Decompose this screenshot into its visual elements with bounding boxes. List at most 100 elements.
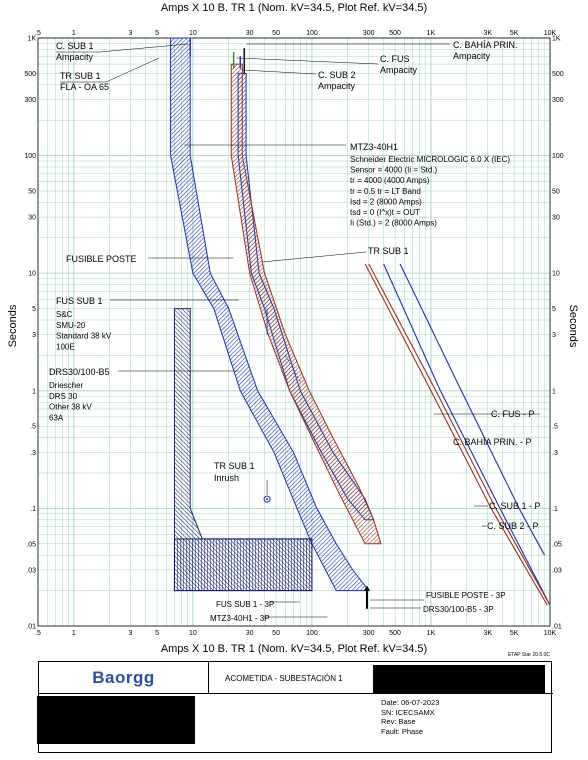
x-tick-top: 3	[129, 30, 133, 37]
y-tick-right: 1	[552, 388, 556, 395]
y-tick-right: 5	[552, 306, 556, 313]
redaction-top	[373, 665, 545, 693]
drawing-title: ACOMETIDA - SUBESTACIÓN 1	[225, 674, 343, 683]
drs-3p-label: DRS30/100-B5 - 3P	[423, 605, 494, 614]
y-tick-left: 10	[28, 271, 36, 278]
x-tick-bottom: 500	[389, 630, 401, 637]
y-tick-left: .3	[30, 450, 36, 457]
mtz3-3p-label: MTZ3-40H1 - 3P	[210, 614, 270, 623]
tcc-chart: .5 .5 1 1 3 3 5 5 10 10 30 30 50 50 100 100 300 300 500 500…	[24, 30, 564, 637]
bottom-axis-title: Amps X 10 B. TR 1 (Nom. kV=34.5, Plot Re…	[160, 643, 428, 655]
y-tick-left: 3	[32, 332, 36, 339]
fus-sub1-details-line-1: SMU-20	[56, 321, 86, 330]
tr-sub1-dash	[285, 355, 301, 382]
y-tick-left: .05	[26, 541, 36, 548]
x-tick-top: .5	[35, 30, 41, 37]
drs30-block	[173, 538, 313, 592]
y-tick-right: .05	[552, 541, 562, 548]
y-tick-left: .1	[30, 506, 36, 513]
drawing-title-cell: ACOMETIDA - SUBESTACIÓN 1	[209, 662, 553, 694]
mtz3-settings-line-3: tr = 0.5 tr = LT Band	[350, 187, 421, 196]
tr-sub1-leader	[261, 251, 367, 263]
fus-sub1-3p-label: FUS SUB 1 - 3P	[216, 600, 274, 609]
mtz3-settings-line-2: tr = 4000 (4000 Amps)	[350, 176, 430, 185]
tr-sub1-fla-leader	[105, 57, 160, 83]
y-tick-left: 1	[32, 388, 36, 395]
x-tick-bottom: 5	[155, 630, 159, 637]
c-bahia-p-line	[364, 263, 548, 606]
y-tick-right: .5	[552, 424, 558, 431]
c-fus-leader	[236, 57, 379, 65]
y-tick-right: .3	[552, 450, 558, 457]
x-tick-bottom: .5	[35, 630, 41, 637]
c-sub2-p-line	[383, 263, 551, 606]
x-tick-top: 1K	[427, 30, 436, 37]
y-tick-right: .01	[552, 624, 562, 631]
y-tick-right: 50	[552, 189, 560, 196]
mtz3-settings-line-6: Ii (Std.) = 2 (8000 Amps)	[350, 219, 437, 228]
meta-info: Date: 06-07-2023 SN: ICECSAMX Rev: Base …	[381, 698, 439, 736]
x-tick-bottom: 5K	[510, 630, 519, 637]
y-tick-right: 10	[552, 271, 560, 278]
drs30-details-line-3: 63A	[49, 413, 64, 422]
x-tick-top: 10K	[544, 30, 557, 37]
y-tick-left: .5	[30, 424, 36, 431]
c-fus-band	[230, 63, 382, 545]
fusible-poste-3p-label: FUSIBLE POSTE - 3P	[426, 591, 506, 600]
drs30-details-line-1: DRS 30	[49, 392, 78, 401]
y-tick-right: 3	[552, 332, 556, 339]
x-tick-bottom: 1K	[427, 630, 436, 637]
top-axis-title: Amps X 10 B. TR 1 (Nom. kV=34.5, Plot Re…	[160, 2, 428, 14]
drs30-details-line-0: Driescher	[49, 381, 84, 390]
x-tick-top: 1	[72, 30, 76, 37]
arrow-head	[363, 585, 370, 591]
x-tick-top: 3K	[483, 30, 492, 37]
mtz3-settings-line-0: Schneider Electric MICROLOGIC 6.0 X (IEC…	[350, 155, 510, 164]
c-fus-label-line-1: Ampacity	[380, 65, 418, 75]
x-tick-top: 500	[389, 30, 401, 37]
y-tick-right: 500	[552, 71, 564, 78]
mtz3-settings-line-1: Sensor = 4000 (Ii = Std.)	[350, 166, 437, 175]
chart-grid	[37, 37, 551, 627]
x-tick-bottom: 300	[363, 630, 375, 637]
x-tick-top: 5K	[510, 30, 519, 37]
fus-sub1-details-line-2: Standard 38 kV	[56, 332, 112, 341]
fus-sub1-details-line-0: S&C	[56, 310, 73, 319]
meta-date: Date: 06-07-2023	[381, 698, 440, 707]
meta-sn: SN: ICECSAMX	[381, 707, 435, 717]
c-sub2-label-line-1: Ampacity	[318, 81, 356, 91]
c-sub1-ampacity-label-line-0: C. SUB 1	[56, 41, 94, 51]
x-tick-bottom: 30	[246, 630, 254, 637]
x-tick-bottom: 1	[72, 630, 76, 637]
title-block: Baorgg ACOMETIDA - SUBESTACIÓN 1 Date: 0…	[37, 661, 553, 753]
fus-sub1-details-line-3: 100E	[56, 342, 75, 351]
x-tick-bottom: 10	[189, 630, 197, 637]
x-tick-bottom: 100	[306, 630, 318, 637]
x-tick-top: 5	[155, 30, 159, 37]
y-tick-left: 30	[28, 215, 36, 222]
c-sub1-leader	[99, 43, 189, 53]
c-fus-label-line-0: C. FUS	[380, 54, 410, 64]
c-bahia-p-label: C. BAHÍA PRIN. - P	[453, 437, 532, 447]
redaction-left	[37, 696, 195, 744]
drs30-details-line-2: Other 38 kV	[49, 403, 92, 412]
c-bahia-prin-label-line-0: C. BAHÍA PRIN.	[453, 40, 518, 50]
x-tick-top: 50	[272, 30, 280, 37]
y-tick-left: 500	[24, 71, 36, 78]
y-tick-right: .1	[552, 506, 558, 513]
x-tick-top: 100	[306, 30, 318, 37]
y-tick-left: .01	[26, 624, 36, 631]
inrush-label-line-0: TR SUB 1	[214, 461, 255, 471]
c-sub2-label-line-0: C. SUB 2	[318, 70, 356, 80]
x-tick-top: 300	[363, 30, 375, 37]
tr-sub1-fla-label-line-0: TR SUB 1	[60, 71, 101, 81]
mtz3-title: MTZ3-40H1	[350, 142, 398, 152]
y-tick-left: 5	[32, 306, 36, 313]
y-tick-left: .03	[26, 567, 36, 574]
c-sub1-ampacity-label-line-1: Ampacity	[56, 52, 94, 62]
fus-sub1-title: FUS SUB 1	[56, 296, 103, 306]
y-tick-left: 300	[24, 97, 36, 104]
x-tick-bottom: 50	[272, 630, 280, 637]
x-tick-bottom: 3K	[483, 630, 492, 637]
c-sub2-leader	[242, 69, 317, 75]
